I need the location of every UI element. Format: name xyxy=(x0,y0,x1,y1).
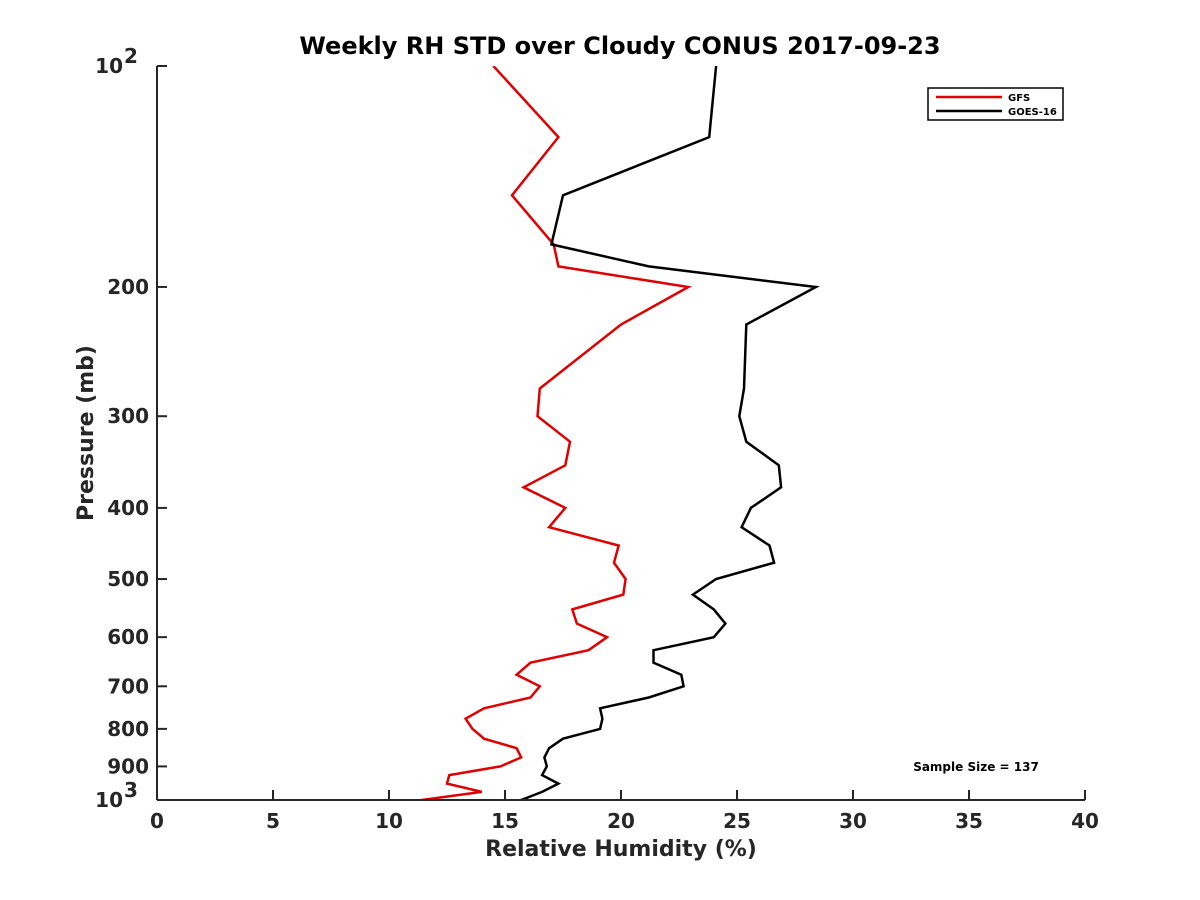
y-tick-label: 200 xyxy=(107,275,149,299)
y-tick-exponent: 3 xyxy=(124,778,138,802)
y-tick-label: 700 xyxy=(107,674,149,698)
y-tick-label: 500 xyxy=(107,567,149,591)
legend-label-goes16: GOES-16 xyxy=(1008,107,1057,118)
y-tick-label: 10 xyxy=(95,788,123,812)
legend-label-gfs: GFS xyxy=(1008,93,1030,104)
x-tick-label: 5 xyxy=(266,809,280,833)
series-line-goes16 xyxy=(514,66,820,800)
chart-title: Weekly RH STD over Cloudy CONUS 2017-09-… xyxy=(299,32,940,60)
x-tick-label: 0 xyxy=(150,809,164,833)
y-tick-label: 300 xyxy=(107,404,149,428)
x-tick-label: 25 xyxy=(723,809,751,833)
y-tick-exponent: 2 xyxy=(124,44,138,68)
x-tick-label: 35 xyxy=(955,809,983,833)
sample-size-annotation: Sample Size = 137 xyxy=(913,760,1039,774)
x-tick-label: 15 xyxy=(491,809,519,833)
series-line-gfs xyxy=(420,66,693,800)
legend-box xyxy=(927,87,1064,121)
series-layer xyxy=(420,66,820,800)
y-tick-label: 10 xyxy=(95,54,123,78)
x-ticks: 0 5 10 15 20 25 30 35 40 xyxy=(150,790,1099,833)
axes xyxy=(156,66,1085,801)
x-tick-label: 10 xyxy=(375,809,403,833)
x-tick-label: 20 xyxy=(607,809,635,833)
y-tick-label: 400 xyxy=(107,496,149,520)
y-axis-label: Pressure (mb) xyxy=(74,345,99,521)
x-tick-label: 40 xyxy=(1071,809,1099,833)
x-axis-label: Relative Humidity (%) xyxy=(485,837,757,862)
y-tick-label: 600 xyxy=(107,625,149,649)
x-tick-label: 30 xyxy=(839,809,867,833)
y-tick-label: 800 xyxy=(107,717,149,741)
legend: GFS GOES-16 xyxy=(927,87,1064,121)
y-tick-label: 900 xyxy=(107,754,149,778)
